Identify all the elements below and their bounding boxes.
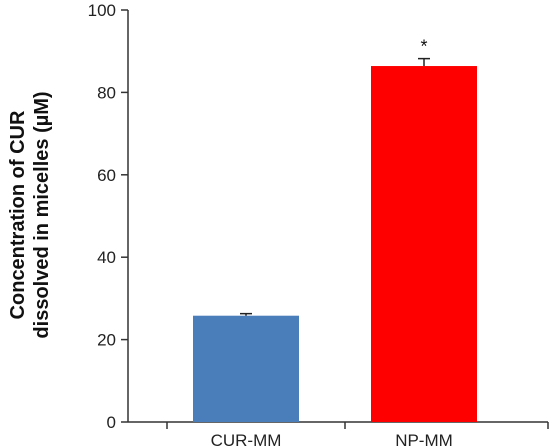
y-tick-label: 0 — [107, 413, 116, 432]
bar-np-mm — [371, 66, 477, 423]
y-axis-title-line-1: Concentration of CUR — [7, 110, 29, 319]
y-axis-ticks: 0 20 40 60 80 100 — [88, 1, 128, 432]
y-axis-title-line-2: dissolved in micelles (µM) — [31, 91, 53, 338]
y-tick-label: 40 — [97, 248, 116, 267]
significance-marker: * — [420, 37, 427, 57]
bar-cur-mm — [193, 315, 299, 422]
y-tick-label: 80 — [97, 83, 116, 102]
x-tick-label: CUR-MM — [211, 431, 282, 448]
axes — [127, 10, 548, 423]
y-axis-title: Concentration of CUR dissolved in micell… — [7, 91, 53, 338]
bars: * — [193, 37, 477, 423]
y-tick-label: 100 — [88, 1, 116, 20]
x-axis-ticks: CUR-MM NP-MM — [166, 422, 549, 448]
x-tick-label: NP-MM — [395, 431, 453, 448]
y-tick-label: 60 — [97, 166, 116, 185]
y-tick-label: 20 — [97, 331, 116, 350]
